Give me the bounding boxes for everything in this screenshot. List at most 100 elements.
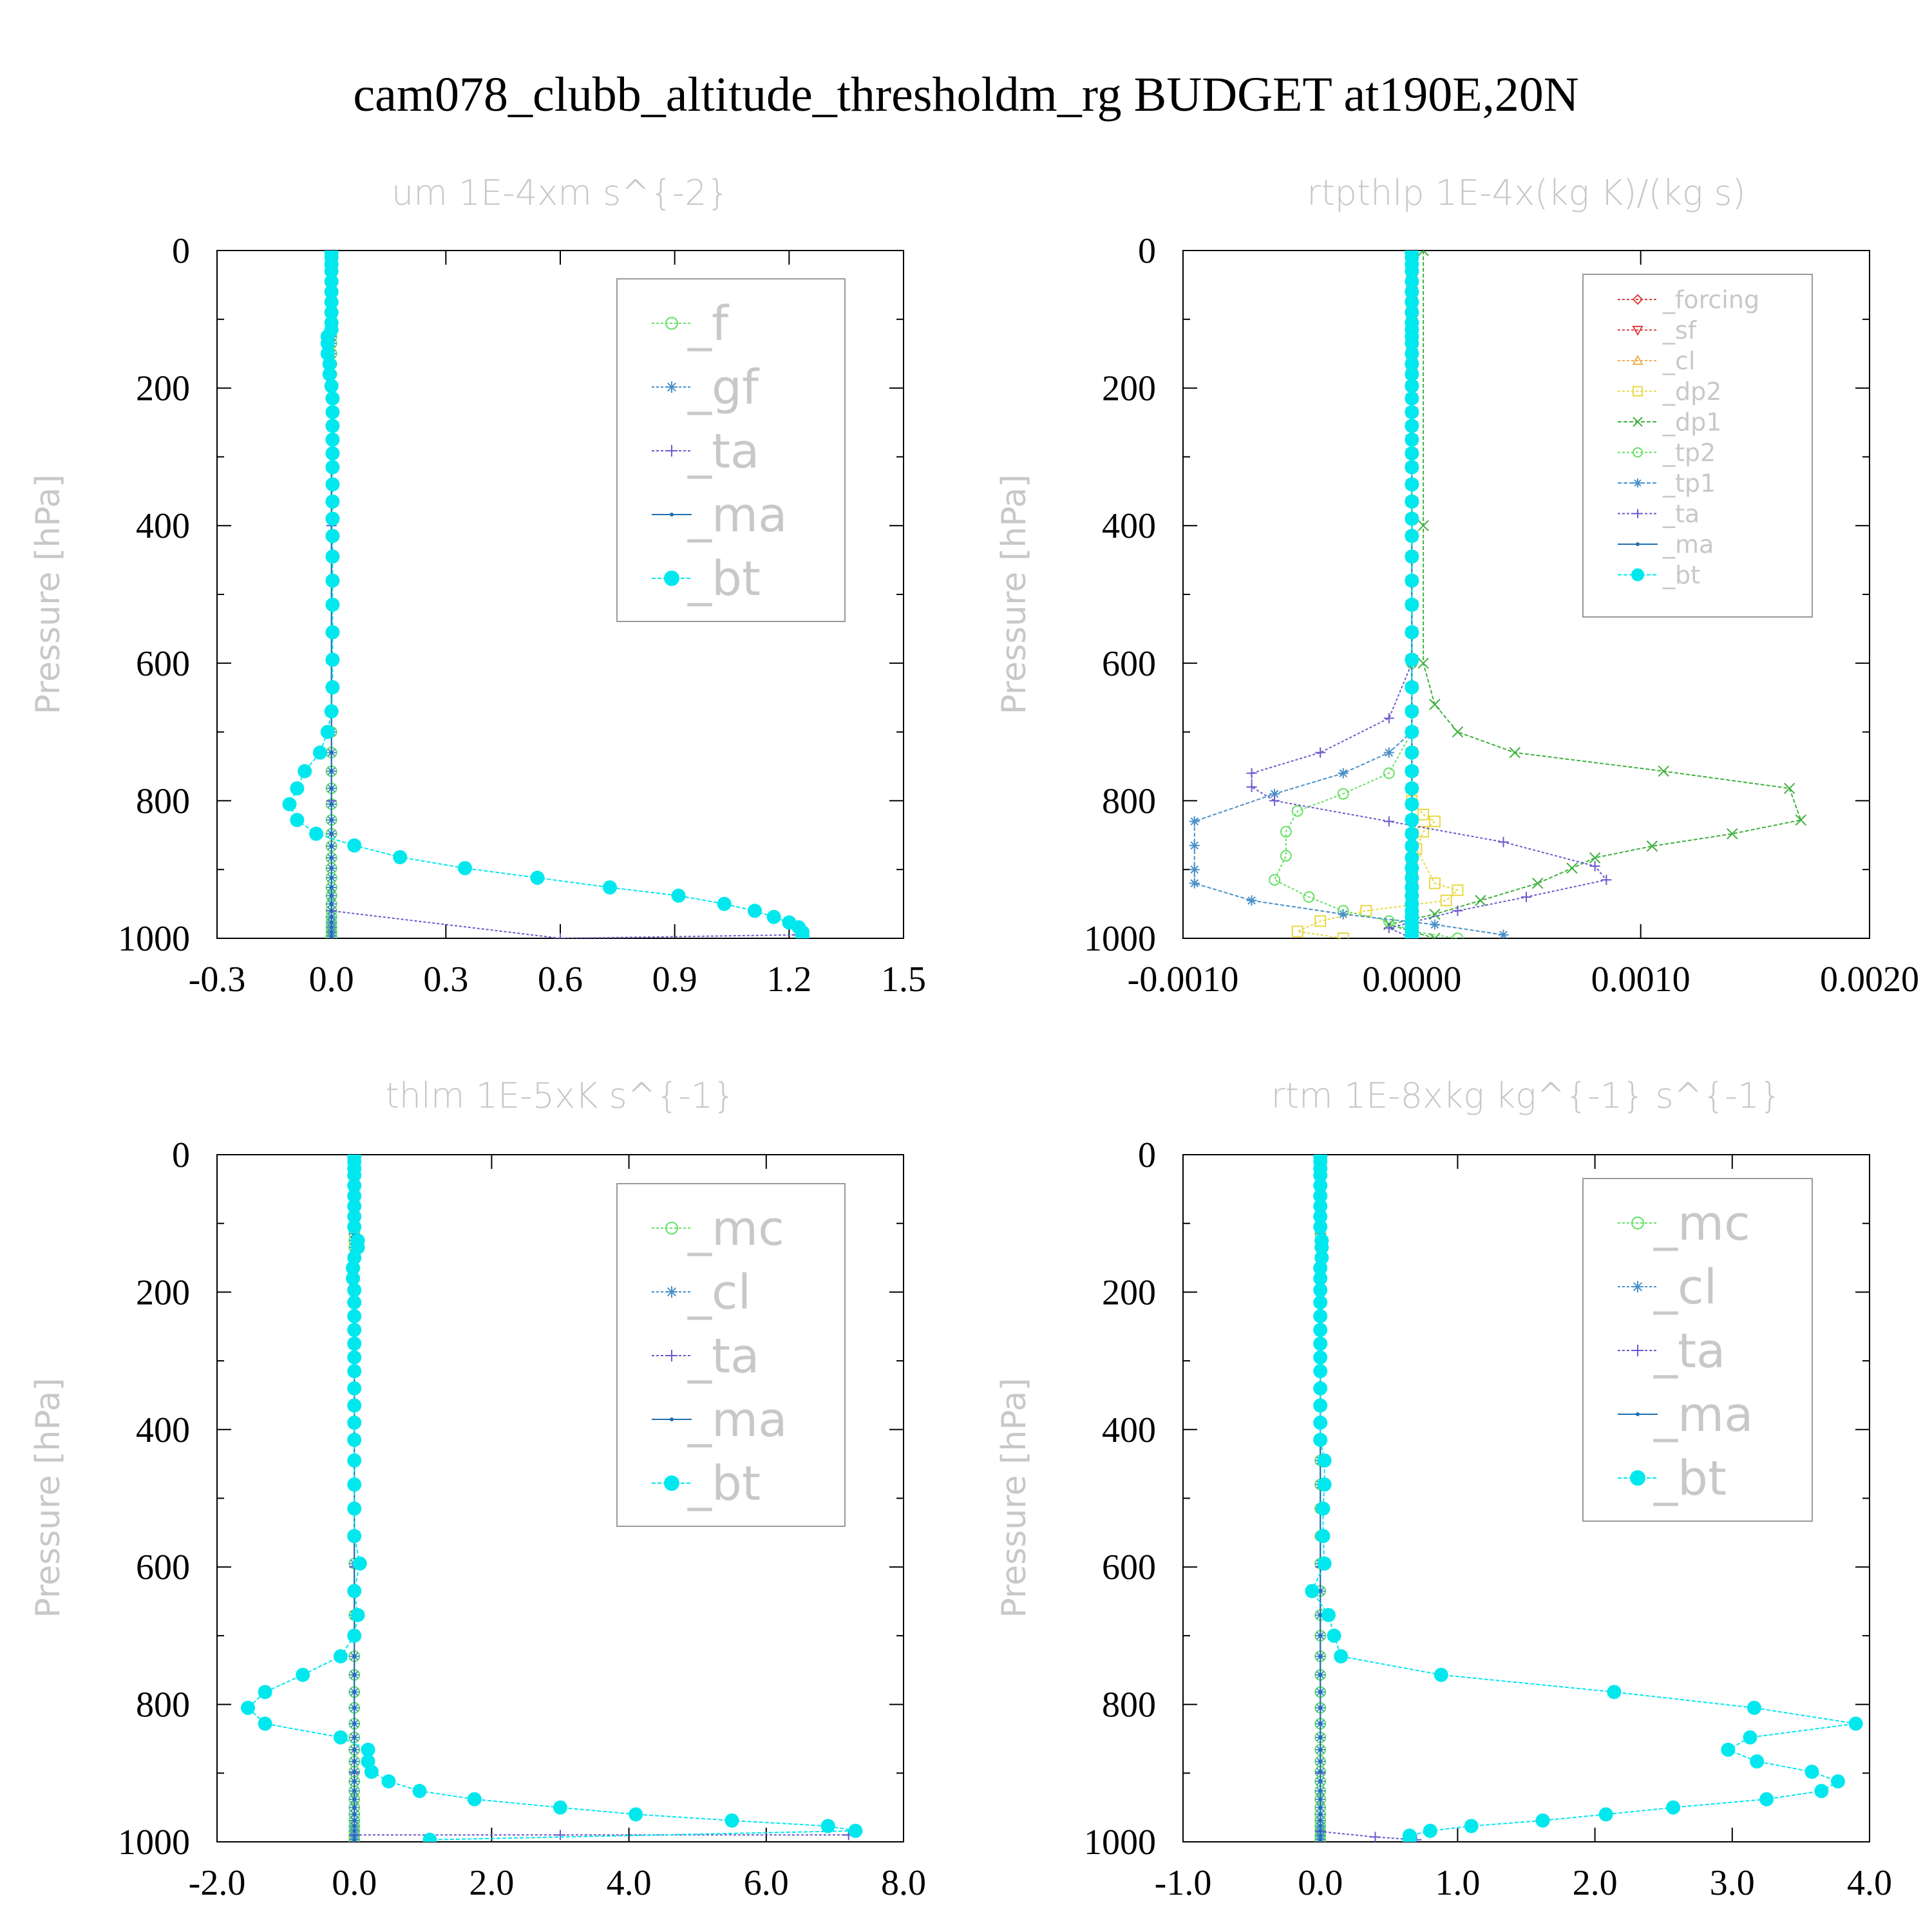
legend-label: _ta: [687, 424, 759, 479]
data-point: [1405, 477, 1419, 492]
data-point: [629, 1807, 643, 1822]
x-tick-label: 0.9: [652, 960, 697, 999]
y-tick-label: 800: [1102, 781, 1156, 821]
data-point: [1269, 874, 1281, 886]
plot-area: [1305, 1155, 1863, 1842]
data-point: [1313, 1381, 1328, 1396]
panel-title: um 1E-4xm s^{-2}: [392, 173, 729, 213]
data-point: [1428, 877, 1441, 889]
series-line: [1320, 1155, 1417, 1841]
data-point: [347, 1295, 362, 1310]
legend: _forcing_sf_cl_dp2_dp1 _tp2_tp1 _ta_ma _bt: [1582, 274, 1813, 618]
data-point: [1313, 1199, 1328, 1214]
data-point: [555, 933, 565, 938]
data-point: [325, 404, 340, 419]
legend-label: _cl: [687, 1265, 751, 1320]
data-point: [347, 1199, 362, 1214]
data-point: [1759, 1792, 1774, 1806]
data-point: [352, 1837, 357, 1842]
data-point: [325, 573, 340, 588]
data-point: [1318, 1824, 1323, 1828]
series-bt: [1405, 251, 1419, 938]
data-point: [1405, 274, 1419, 289]
data-point: [1318, 1812, 1323, 1817]
data-point: [1313, 1168, 1328, 1183]
series-bt: [282, 251, 810, 938]
data-point: [329, 914, 334, 919]
series-ta: [1246, 251, 1612, 938]
data-point: [325, 652, 340, 667]
legend-item-dp1: _dp1: [1618, 408, 1721, 436]
data-point: [1405, 367, 1419, 382]
data-point: [1405, 838, 1419, 853]
data-point: [1405, 460, 1419, 475]
legend-label: _ma: [687, 488, 787, 543]
legend-label: _cl: [1653, 1260, 1717, 1315]
legend-item-sf: _sf: [1618, 316, 1698, 345]
legend: _mc _cl _ta _ma _bt: [616, 1183, 846, 1527]
data-point: [1316, 1501, 1331, 1516]
y-tick-label: 800: [136, 1685, 190, 1725]
data-point: [848, 1823, 863, 1838]
legend-label: _dp1: [1662, 408, 1721, 436]
data-point: [1338, 909, 1349, 920]
data-point: [325, 549, 340, 564]
legend-label: _bt: [687, 551, 761, 607]
data-point: [1535, 1813, 1550, 1828]
data-point: [352, 1690, 357, 1694]
data-point: [352, 1789, 357, 1794]
legend-marker: [1633, 386, 1643, 397]
data-point: [1747, 1700, 1761, 1715]
y-tick-label: 1000: [118, 919, 190, 959]
data-point: [1658, 765, 1669, 777]
legend-item-ta: _ta: [652, 1329, 759, 1384]
data-point: [1318, 1633, 1323, 1638]
data-point: [1313, 1432, 1328, 1447]
x-tick-label: -0.3: [189, 960, 246, 999]
series-dp2: [1291, 251, 1464, 938]
data-point: [347, 1501, 362, 1516]
data-point: [324, 295, 339, 310]
chart-panel-4: rtm 1E-8xkg kg^{-1} s^{-1} Pressure [hPa]…: [995, 1075, 1892, 1903]
data-point: [795, 929, 810, 938]
data-point: [346, 1271, 361, 1286]
data-point: [325, 460, 340, 475]
data-point: [1804, 1765, 1819, 1779]
data-point: [1405, 494, 1419, 509]
data-point: [1303, 891, 1315, 903]
data-point: [347, 1364, 362, 1379]
data-point: [1313, 1179, 1328, 1193]
data-point: [1509, 746, 1520, 759]
data-point: [329, 750, 334, 755]
legend-marker: [1633, 447, 1643, 458]
data-point: [1280, 849, 1292, 862]
data-point: [1246, 768, 1257, 779]
data-point: [1440, 895, 1452, 907]
data-point: [1405, 598, 1419, 612]
x-tick-label: 0.0: [1298, 1863, 1343, 1903]
data-point: [1189, 840, 1200, 851]
data-point: [1589, 852, 1601, 864]
data-point: [347, 1628, 362, 1643]
legend-item-forcing: _forcing: [1618, 285, 1759, 314]
data-point: [1452, 884, 1464, 896]
legend-marker: [1632, 294, 1643, 305]
legend-item-ma: _ma: [652, 488, 787, 543]
data-point: [1405, 511, 1419, 526]
x-tick-label: 0.0010: [1591, 960, 1690, 999]
legend-label: _ma: [687, 1392, 787, 1448]
data-point: [1429, 699, 1441, 710]
y-tick-label: 600: [1102, 644, 1156, 684]
data-point: [347, 1350, 362, 1365]
data-point: [347, 1309, 362, 1323]
y-tick-label: 1000: [1084, 1823, 1156, 1862]
data-point: [717, 896, 732, 911]
data-point: [352, 1779, 357, 1784]
plot-area: [1189, 251, 1807, 938]
data-point: [1269, 788, 1280, 799]
legend-marker: [670, 513, 674, 516]
data-point: [1532, 877, 1544, 889]
y-tick-label: 1000: [1084, 919, 1156, 959]
legend-marker: [670, 1417, 674, 1421]
data-point: [1405, 573, 1419, 588]
